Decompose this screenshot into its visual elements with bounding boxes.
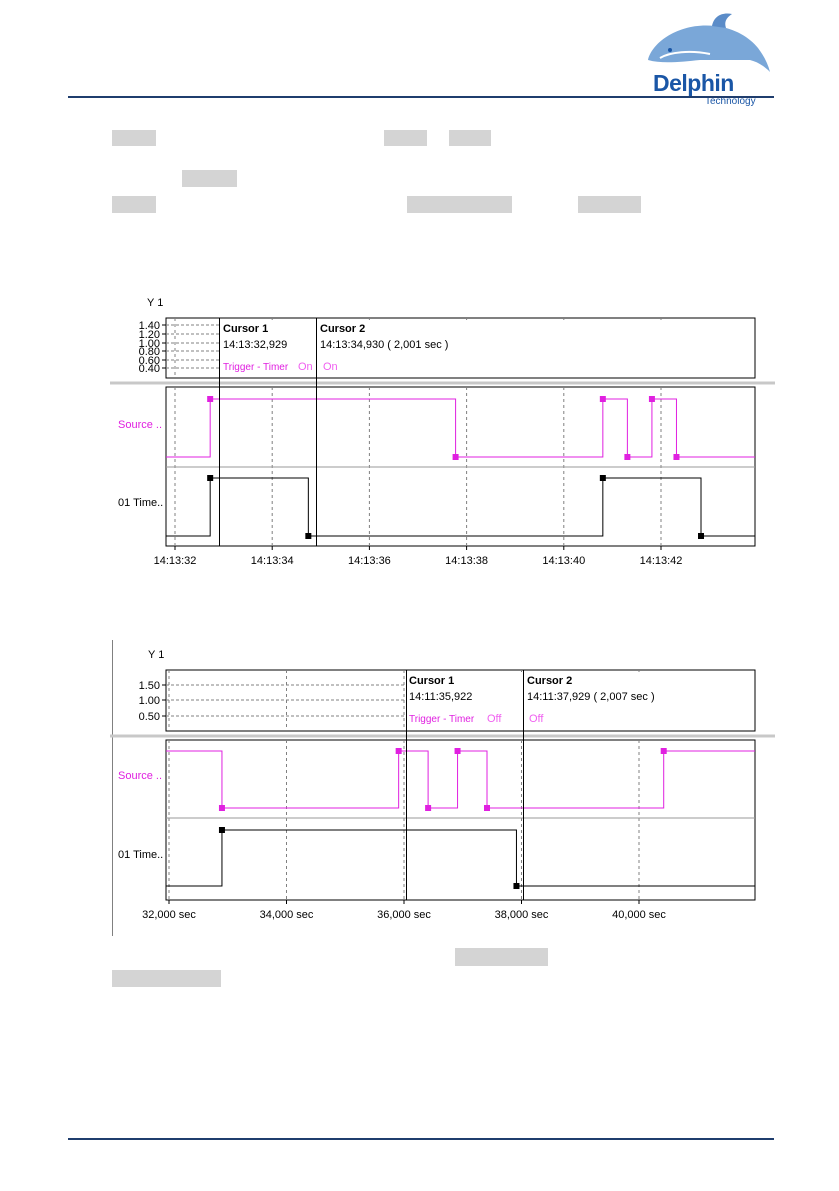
redacted-text [407, 196, 512, 213]
cursor-1-trigger-state: Off [487, 713, 502, 725]
data-point [513, 883, 520, 889]
row-label-timer: 01 Time.. [118, 849, 163, 861]
data-point [218, 805, 225, 811]
x-tick-label: 36,000 sec [377, 909, 431, 921]
cursor-1-time: 14:13:32,929 [223, 339, 287, 351]
data-point [395, 748, 402, 754]
data-point [484, 805, 491, 811]
redacted-text [578, 196, 641, 213]
data-point [624, 454, 631, 460]
logo-wordmark: Delphin [653, 70, 734, 96]
cursor-1-infobox [407, 672, 523, 730]
cursor-2-trigger-state: On [323, 361, 338, 373]
cursor-1-label: Cursor 1 [223, 323, 268, 335]
redacted-text [112, 196, 156, 213]
redacted-text [182, 170, 237, 187]
cursor-1-label: Cursor 1 [409, 675, 454, 687]
trigger-chart-2: Y 1 1.50 1.00 0.50 Source .. 01 Time.. 32,… [110, 640, 775, 936]
data-point [599, 396, 606, 402]
x-tick-label: 38,000 sec [495, 909, 549, 921]
series-line [166, 477, 755, 537]
series-line [166, 750, 755, 809]
cursor-1-time: 14:11:35,922 [409, 691, 472, 703]
cursor-2-infobox [317, 320, 754, 377]
footer-rule [68, 1138, 774, 1140]
redacted-text [455, 948, 548, 966]
x-tick-label: 14:13:42 [640, 555, 683, 567]
lower-panel [165, 739, 756, 901]
y-tick-label: 0.60 [139, 355, 160, 367]
x-tick-label: 14:13:34 [251, 555, 294, 567]
row-label-timer: 01 Time.. [118, 497, 163, 509]
data-point [698, 533, 705, 539]
dolphin-icon [648, 13, 770, 72]
cursor-1-trigger-name: Trigger - Timer [409, 714, 475, 725]
data-point [673, 454, 680, 460]
y-axis-title: Y 1 [147, 297, 163, 309]
data-point [305, 533, 312, 539]
data-point [207, 396, 214, 402]
x-tick-label: 14:13:40 [542, 555, 585, 567]
redacted-text [112, 970, 221, 987]
delphin-logo: Delphin Technology [640, 12, 775, 107]
logo-subtitle: Technology [705, 96, 756, 107]
x-tick-label: 32,000 sec [142, 909, 196, 921]
x-tick-label: 14:13:36 [348, 555, 391, 567]
y-tick-label: 1.00 [139, 695, 160, 707]
data-point [660, 748, 667, 754]
trigger-chart-1: Y 1 1.401.201.000.800.600.40 Source .. 0… [110, 297, 775, 567]
data-point [599, 475, 606, 481]
data-point [648, 396, 655, 402]
x-tick-label: 40,000 sec [612, 909, 666, 921]
data-point [425, 805, 432, 811]
cursor-1-trigger-state: On [298, 361, 313, 373]
redacted-text [449, 130, 491, 146]
y-axis-title: Y 1 [148, 649, 164, 661]
redacted-text [384, 130, 427, 146]
data-point [452, 454, 459, 460]
series-line [166, 398, 755, 458]
x-tick-label: 14:13:38 [445, 555, 488, 567]
cursor-1-infobox [220, 320, 316, 377]
row-label-source: Source .. [118, 770, 162, 782]
data-point [207, 475, 214, 481]
cursor-2-label: Cursor 2 [527, 675, 572, 687]
cursor-1-trigger-name: Trigger - Timer [223, 362, 289, 373]
header-rule [68, 96, 774, 98]
y-tick-label: 0.50 [139, 711, 160, 723]
y-tick-label: 1.20 [139, 329, 160, 341]
y-tick-label: 0.80 [139, 346, 160, 358]
y-tick-label: 1.50 [139, 680, 160, 692]
x-tick-label: 14:13:32 [154, 555, 197, 567]
y-tick-label: 1.00 [139, 338, 160, 350]
series-line [166, 829, 755, 887]
data-point [218, 827, 225, 833]
row-label-source: Source .. [118, 419, 162, 431]
y-tick-label: 1.40 [139, 320, 160, 332]
data-point [454, 748, 461, 754]
redacted-text [112, 130, 156, 146]
cursor-2-label: Cursor 2 [320, 323, 365, 335]
y-tick-label: 0.40 [139, 363, 160, 375]
cursor-2-time: 14:11:37,929 ( 2,007 sec ) [527, 691, 655, 703]
x-tick-label: 34,000 sec [260, 909, 314, 921]
cursor-2-trigger-state: Off [529, 713, 544, 725]
cursor-2-time: 14:13:34,930 ( 2,001 sec ) [320, 339, 448, 351]
cursor-2-infobox [524, 672, 754, 730]
